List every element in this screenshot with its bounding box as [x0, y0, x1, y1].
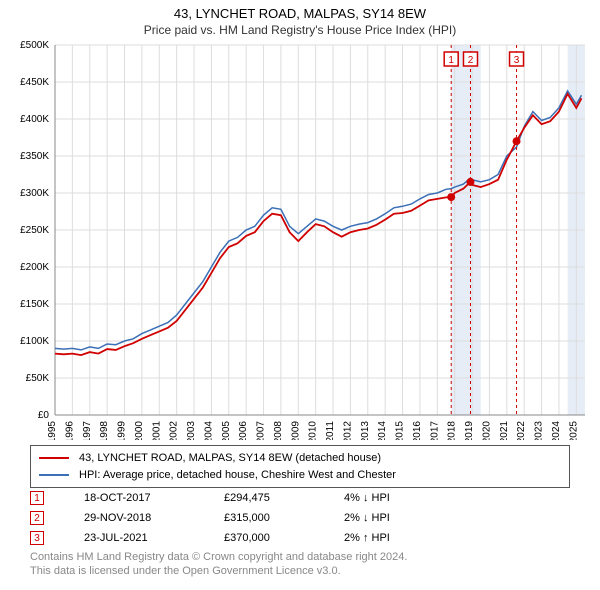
svg-text:£300K: £300K	[20, 188, 49, 199]
svg-text:2024: 2024	[551, 421, 562, 440]
svg-text:2005: 2005	[221, 421, 232, 440]
svg-text:Price paid vs. HM Land Registr: Price paid vs. HM Land Registry's House …	[144, 23, 456, 37]
svg-text:2016: 2016	[412, 421, 423, 440]
svg-text:£450K: £450K	[20, 77, 49, 88]
svg-text:£400K: £400K	[20, 114, 49, 125]
svg-text:2012: 2012	[342, 421, 353, 440]
svg-text:£350K: £350K	[20, 151, 49, 162]
svg-text:2015: 2015	[395, 421, 406, 440]
svg-text:2003: 2003	[186, 421, 197, 440]
svg-text:£0: £0	[38, 410, 50, 421]
sale-date: 23-JUL-2021	[84, 532, 184, 544]
sale-price: £370,000	[224, 532, 304, 544]
svg-text:1997: 1997	[82, 421, 93, 440]
svg-text:2006: 2006	[238, 421, 249, 440]
legend-swatch-property	[39, 457, 69, 459]
sale-delta: 2% ↓ HPI	[344, 512, 424, 524]
sales-row: 1 18-OCT-2017 £294,475 4% ↓ HPI	[30, 488, 424, 508]
svg-text:1996: 1996	[64, 421, 75, 440]
legend-row: 43, LYNCHET ROAD, MALPAS, SY14 8EW (deta…	[39, 450, 561, 467]
legend-swatch-hpi	[39, 474, 69, 476]
svg-text:2018: 2018	[447, 421, 458, 440]
svg-text:2020: 2020	[481, 421, 492, 440]
svg-text:2011: 2011	[325, 421, 336, 440]
svg-text:43, LYNCHET ROAD, MALPAS, SY14: 43, LYNCHET ROAD, MALPAS, SY14 8EW	[174, 6, 427, 21]
svg-text:2019: 2019	[464, 421, 475, 440]
sale-price: £294,475	[224, 492, 304, 504]
svg-text:2001: 2001	[151, 421, 162, 440]
svg-text:2002: 2002	[169, 421, 180, 440]
svg-text:2017: 2017	[429, 421, 440, 440]
sale-delta: 2% ↑ HPI	[344, 532, 424, 544]
svg-text:3: 3	[514, 55, 520, 66]
chart-svg: £0 £50K £100K £150K £200K £250K £300K £350K £400…	[0, 0, 600, 440]
sale-delta: 4% ↓ HPI	[344, 492, 424, 504]
svg-text:2014: 2014	[377, 421, 388, 440]
svg-text:£100K: £100K	[20, 336, 49, 347]
svg-text:2008: 2008	[273, 421, 284, 440]
footer-line2: This data is licensed under the Open Gov…	[30, 564, 407, 578]
svg-text:2013: 2013	[360, 421, 371, 440]
sale-date: 29-NOV-2018	[84, 512, 184, 524]
svg-text:2007: 2007	[256, 421, 267, 440]
svg-text:2010: 2010	[308, 421, 319, 440]
sale-price: £315,000	[224, 512, 304, 524]
svg-text:£500K: £500K	[20, 40, 49, 51]
svg-text:2022: 2022	[516, 421, 527, 440]
legend: 43, LYNCHET ROAD, MALPAS, SY14 8EW (deta…	[30, 445, 570, 488]
svg-text:1995: 1995	[47, 421, 58, 440]
svg-text:£50K: £50K	[26, 373, 50, 384]
svg-text:£200K: £200K	[20, 262, 49, 273]
chart-canvas: £0 £50K £100K £150K £200K £250K £300K £350K £400…	[0, 0, 600, 443]
svg-text:1999: 1999	[117, 421, 128, 440]
svg-text:2000: 2000	[134, 421, 145, 440]
sales-table: 1 18-OCT-2017 £294,475 4% ↓ HPI 2 29-NOV…	[30, 488, 424, 548]
sale-marker-icon: 1	[30, 491, 44, 505]
svg-text:2021: 2021	[499, 421, 510, 440]
svg-text:2009: 2009	[290, 421, 301, 440]
svg-text:£250K: £250K	[20, 225, 49, 236]
sale-marker-icon: 2	[30, 511, 44, 525]
footer: Contains HM Land Registry data © Crown c…	[30, 550, 407, 579]
legend-label: HPI: Average price, detached house, Ches…	[79, 467, 396, 484]
svg-text:1: 1	[448, 55, 454, 66]
sale-date: 18-OCT-2017	[84, 492, 184, 504]
sale-marker-icon: 3	[30, 531, 44, 545]
svg-text:£150K: £150K	[20, 299, 49, 310]
svg-text:2: 2	[468, 55, 474, 66]
svg-text:1998: 1998	[99, 421, 110, 440]
svg-text:2004: 2004	[203, 421, 214, 440]
page: £0 £50K £100K £150K £200K £250K £300K £350K £400…	[0, 0, 600, 590]
legend-row: HPI: Average price, detached house, Ches…	[39, 467, 561, 484]
sales-row: 2 29-NOV-2018 £315,000 2% ↓ HPI	[30, 508, 424, 528]
sales-row: 3 23-JUL-2021 £370,000 2% ↑ HPI	[30, 528, 424, 548]
svg-text:2023: 2023	[534, 421, 545, 440]
footer-line1: Contains HM Land Registry data © Crown c…	[30, 550, 407, 564]
svg-text:2025: 2025	[568, 421, 579, 440]
legend-label: 43, LYNCHET ROAD, MALPAS, SY14 8EW (deta…	[79, 450, 381, 467]
